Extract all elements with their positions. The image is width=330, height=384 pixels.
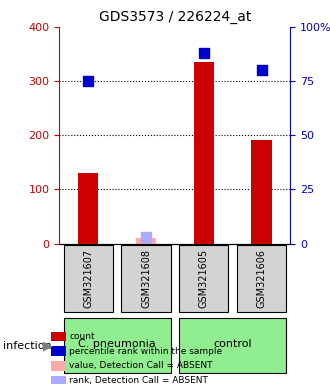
Point xyxy=(259,67,264,73)
Text: percentile rank within the sample: percentile rank within the sample xyxy=(69,347,222,356)
FancyBboxPatch shape xyxy=(64,245,113,312)
FancyBboxPatch shape xyxy=(121,245,171,312)
Text: rank, Detection Call = ABSENT: rank, Detection Call = ABSENT xyxy=(69,376,208,384)
Bar xyxy=(251,139,272,243)
FancyBboxPatch shape xyxy=(179,245,228,312)
Text: GSM321607: GSM321607 xyxy=(83,249,93,308)
Bar xyxy=(194,62,214,243)
Text: count: count xyxy=(69,332,95,341)
FancyBboxPatch shape xyxy=(64,318,171,373)
Text: infection: infection xyxy=(3,341,52,351)
Text: ▶: ▶ xyxy=(43,340,52,353)
Text: GSM321608: GSM321608 xyxy=(141,249,151,308)
Bar xyxy=(136,238,156,243)
FancyBboxPatch shape xyxy=(179,318,286,373)
Text: C. pneumonia: C. pneumonia xyxy=(78,339,156,349)
Bar xyxy=(136,238,156,243)
Title: GDS3573 / 226224_at: GDS3573 / 226224_at xyxy=(99,10,251,25)
Text: GSM321606: GSM321606 xyxy=(256,249,267,308)
FancyBboxPatch shape xyxy=(237,245,286,312)
Point xyxy=(201,50,207,56)
Text: value, Detection Call = ABSENT: value, Detection Call = ABSENT xyxy=(69,361,213,371)
Bar xyxy=(78,173,98,243)
Text: control: control xyxy=(213,339,252,349)
Point xyxy=(143,234,148,240)
Text: GSM321605: GSM321605 xyxy=(199,249,209,308)
Point xyxy=(85,78,91,84)
